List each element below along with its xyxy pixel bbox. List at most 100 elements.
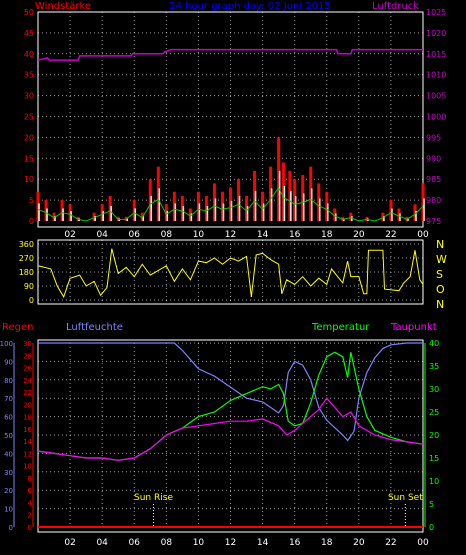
wind-tick-label: 20 [24,133,34,142]
humidity-tick-label: 90 [4,358,13,366]
humidity-tick-label: 20 [4,487,13,495]
direction-line [37,248,424,299]
pressure-tick-label: 1010 [426,71,446,80]
x-tick-label: 16 [289,230,301,240]
temperature-humidity-panel: Regen Luftfeuchte Temperatur Taupunkt 0 1… [0,322,439,548]
humidity-tick-label: 40 [4,450,13,458]
temperature-tick-label: 40 [429,339,439,348]
wind-tick-label: 25 [24,113,34,122]
x-tick-label: 20 [353,538,365,548]
compass-label: S [436,268,443,281]
pressure-tick-label: 1015 [426,50,446,59]
x-tick-label: 20 [353,230,365,240]
rain-tick-label: 30 [23,340,32,348]
wind-tick-label: 5 [29,196,34,205]
temperature-tick-label: 30 [429,385,439,394]
direction-series-line [37,248,424,299]
humidity-tick-label: 80 [4,377,13,385]
pressure-tick-label: 980 [426,196,441,205]
rain-tick-label: 6 [28,487,33,495]
rain-tick-label: 4 [28,499,33,507]
humidity-tick-label: 50 [4,432,13,440]
x-tick-label: 04 [96,230,108,240]
compass-label: W [436,253,447,266]
rain-tick-label: 10 [23,463,32,471]
direction-tick-label: 0 [29,296,34,305]
rain-axis-label: Regen [2,322,34,333]
x-tick-label: 02 [64,538,75,548]
pressure-line [37,48,424,222]
wind-tick-label: 40 [24,50,34,59]
temperature-tick-label: 10 [429,477,439,486]
humidity-tick-labels: 0 10 20 30 40 50 60 70 80 90 100 [0,340,13,532]
x-tick-label: 00 [417,538,429,548]
temperature-tick-label: 35 [429,362,439,371]
x-tick-label: 12 [225,230,236,240]
pressure-tick-label: 995 [426,133,441,142]
direction-tick-label: 270 [19,254,34,263]
x-tick-label: 12 [225,538,236,548]
rain-tick-label: 22 [23,389,32,397]
pressure-tick-label: 975 [426,217,441,226]
temperature-tick-labels: 0 5 10 15 20 25 30 35 40 [429,339,439,532]
compass-label: N [436,238,444,251]
rain-tick-label: 18 [23,414,32,422]
wind-axis-label: Windstärke [35,1,91,12]
rain-tick-label: 0 [28,524,32,532]
pressure-series-line [37,48,423,61]
direction-grid [38,240,423,304]
pressure-tick-label: 985 [426,175,441,184]
series-line [37,351,424,461]
pressure-axis-label: Luftdruck [372,1,419,12]
x-tick-label: 08 [161,230,173,240]
compass-label: N [436,298,444,311]
wind-tick-label: 15 [24,154,34,163]
pressure-tick-label: 1020 [426,29,446,38]
wind-average-line [37,186,424,222]
temperature-tick-label: 20 [429,431,439,440]
direction-tick-label: 360 [19,240,34,249]
sun-annotation-label: Sun Rise [134,493,173,503]
rain-tick-label: 2 [28,512,32,520]
temperature-tick-label: 25 [429,408,439,417]
rain-tick-label: 26 [23,365,32,373]
wind-tick-label: 35 [24,71,34,80]
humidity-axis-label: Luftfeuchte [66,322,123,333]
temp-humidity-grid [13,342,426,527]
rain-tick-label: 8 [28,475,32,483]
sun-annotation-label: Sun Set [388,493,423,503]
temperature-axis-label: Temperatur [311,322,370,333]
direction-tick-label: 180 [19,268,34,277]
x-tick-label: 22 [385,538,396,548]
series-line [38,342,423,442]
humidity-tick-label: 100 [0,340,13,348]
x-tick-label: 08 [161,538,173,548]
wind-tick-labels: 0 5 10 15 20 25 30 35 40 45 50 [24,8,34,226]
temperature-tick-label: 0 [429,523,434,532]
wind-tick-label: 30 [24,92,34,101]
wind-tick-label: 0 [29,217,34,226]
wind-bars [36,137,425,221]
temp-humidity-frame [37,339,424,533]
temperature-tick-label: 5 [429,500,434,509]
wind-tick-label: 10 [24,175,34,184]
x-tick-label: 18 [321,538,333,548]
pressure-tick-labels: 975 980 985 990 995 1000 1005 1010 1015 1020 1025 [426,8,446,226]
x-tick-label: 10 [193,230,205,240]
compass-label: O [436,283,445,296]
humidity-tick-label: 10 [4,506,13,514]
x-tick-label: 14 [257,230,269,240]
x-tick-label: 22 [385,230,396,240]
x-tick-label: 02 [64,230,75,240]
x-tick-label: 00 [417,230,429,240]
dewpoint-axis-label: Taupunkt [390,322,437,333]
humidity-tick-label: 30 [4,469,13,477]
rain-tick-label: 28 [23,352,32,360]
wind-tick-label: 50 [24,8,34,17]
humidity-tick-label: 60 [4,414,13,422]
direction-tick-labels: 0 90 180 270 360 [19,240,34,305]
rain-tick-label: 12 [23,450,32,458]
pressure-tick-label: 990 [426,154,441,163]
